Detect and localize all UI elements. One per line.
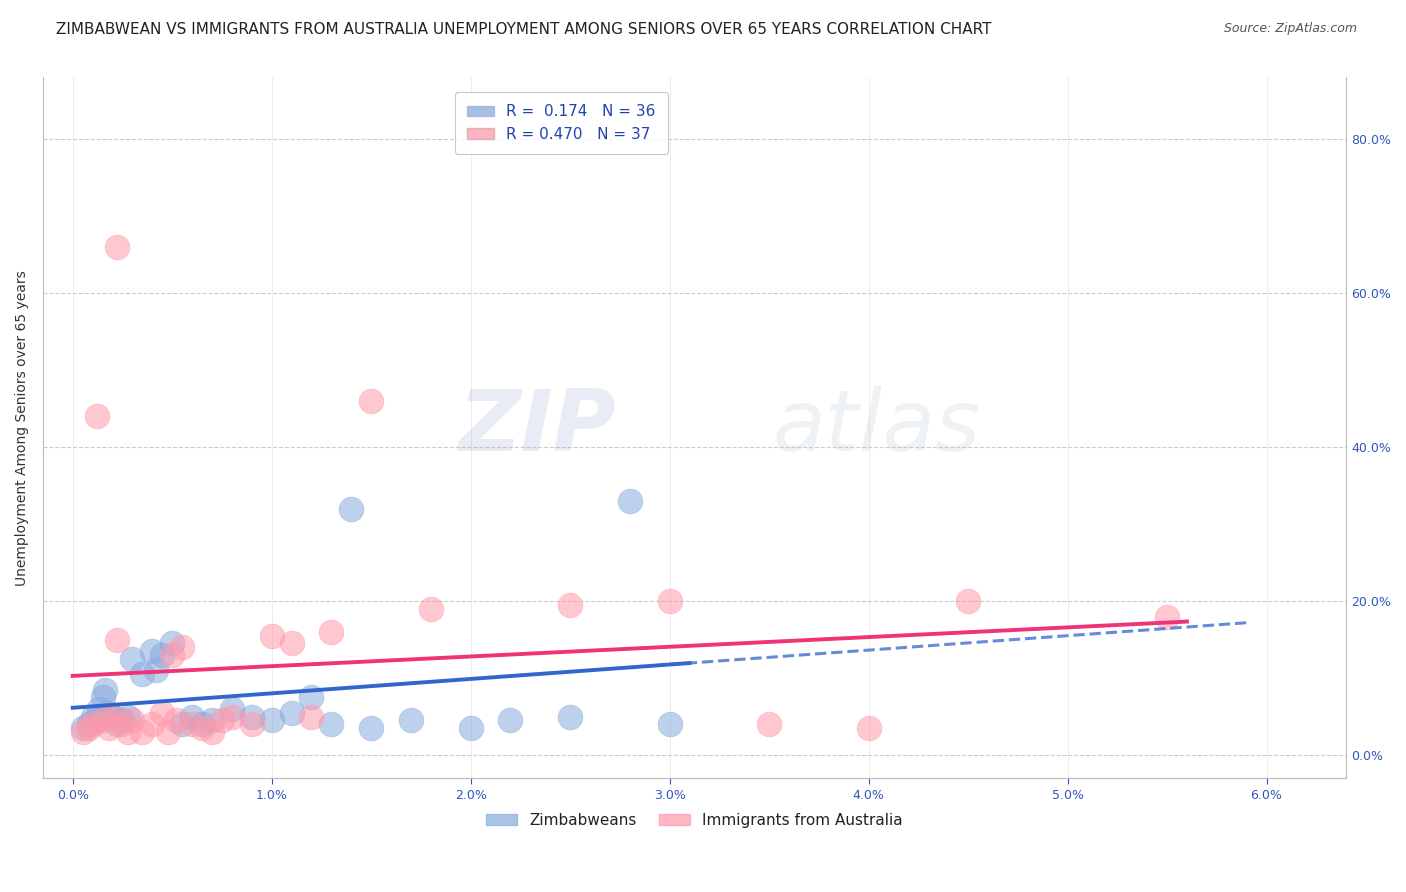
Point <box>280 706 302 720</box>
Point <box>499 714 522 728</box>
Point <box>321 717 343 731</box>
Point <box>86 714 108 728</box>
Point <box>117 709 139 723</box>
Point <box>321 624 343 639</box>
Point <box>131 725 153 739</box>
Point <box>117 725 139 739</box>
Point <box>160 648 183 662</box>
Point <box>105 717 128 731</box>
Point <box>260 629 283 643</box>
Point <box>82 709 104 723</box>
Point <box>211 714 233 728</box>
Legend: Zimbabweans, Immigrants from Australia: Zimbabweans, Immigrants from Australia <box>481 806 908 834</box>
Point <box>181 709 204 723</box>
Point <box>105 240 128 254</box>
Point <box>658 717 681 731</box>
Point <box>181 717 204 731</box>
Point <box>758 717 780 731</box>
Point <box>560 598 582 612</box>
Point <box>145 664 167 678</box>
Point <box>399 714 422 728</box>
Point <box>460 721 482 735</box>
Point <box>619 494 641 508</box>
Point <box>87 702 110 716</box>
Point <box>172 717 194 731</box>
Point <box>77 721 100 735</box>
Point <box>260 714 283 728</box>
Point <box>160 636 183 650</box>
Point <box>419 602 441 616</box>
Point <box>301 709 323 723</box>
Point <box>560 709 582 723</box>
Point <box>111 714 134 728</box>
Point <box>131 667 153 681</box>
Y-axis label: Unemployment Among Seniors over 65 years: Unemployment Among Seniors over 65 years <box>15 270 30 586</box>
Point <box>101 709 124 723</box>
Point <box>77 717 100 731</box>
Point <box>301 690 323 705</box>
Point <box>82 717 104 731</box>
Point <box>340 501 363 516</box>
Point <box>93 682 115 697</box>
Point <box>141 644 163 658</box>
Point <box>165 714 187 728</box>
Text: Source: ZipAtlas.com: Source: ZipAtlas.com <box>1223 22 1357 36</box>
Point <box>201 725 224 739</box>
Point <box>240 709 263 723</box>
Point <box>91 690 114 705</box>
Point <box>157 725 180 739</box>
Point <box>172 640 194 655</box>
Point <box>191 721 214 735</box>
Point <box>86 409 108 424</box>
Point <box>101 709 124 723</box>
Point <box>191 717 214 731</box>
Point <box>97 721 120 735</box>
Point <box>105 632 128 647</box>
Point <box>72 721 94 735</box>
Point <box>91 714 114 728</box>
Point <box>658 594 681 608</box>
Point <box>957 594 980 608</box>
Point <box>280 636 302 650</box>
Point <box>858 721 880 735</box>
Point <box>360 393 382 408</box>
Point <box>141 717 163 731</box>
Point <box>240 717 263 731</box>
Text: atlas: atlas <box>773 386 981 469</box>
Point <box>150 706 173 720</box>
Point <box>97 706 120 720</box>
Point <box>150 648 173 662</box>
Text: ZIMBABWEAN VS IMMIGRANTS FROM AUSTRALIA UNEMPLOYMENT AMONG SENIORS OVER 65 YEARS: ZIMBABWEAN VS IMMIGRANTS FROM AUSTRALIA … <box>56 22 991 37</box>
Point <box>201 714 224 728</box>
Point <box>221 709 243 723</box>
Point <box>221 702 243 716</box>
Point <box>121 714 143 728</box>
Point <box>360 721 382 735</box>
Point <box>121 652 143 666</box>
Text: ZIP: ZIP <box>458 386 616 469</box>
Point <box>111 717 134 731</box>
Point <box>1156 609 1178 624</box>
Point <box>72 725 94 739</box>
